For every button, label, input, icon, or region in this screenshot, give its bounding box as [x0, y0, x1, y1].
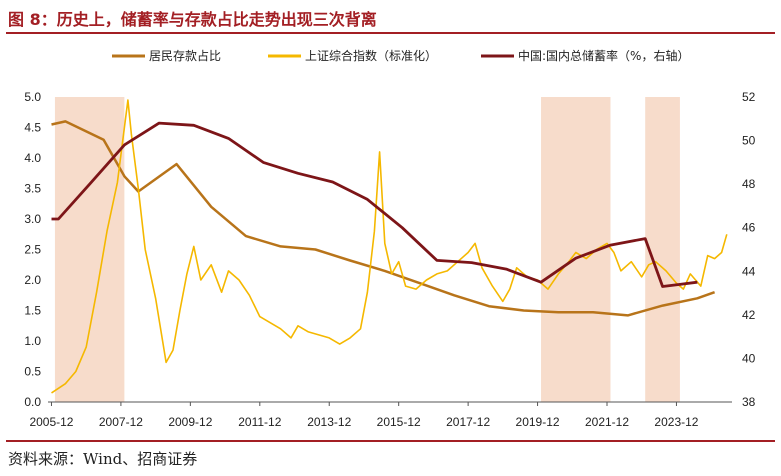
x-tick-label: 2007-12	[99, 415, 143, 429]
right-axis-ticks: 38 40 42 44 46 48 50 52	[742, 90, 756, 409]
x-tick-label: 2013-12	[307, 415, 351, 429]
left-tick-label: 1.0	[24, 334, 41, 348]
legend-label-saving: 中国:国内总储蓄率（%，右轴）	[518, 48, 689, 63]
left-tick-label: 4.5	[24, 121, 41, 135]
x-tick-label: 2019-12	[516, 415, 560, 429]
left-tick-label: 4.0	[24, 151, 41, 165]
right-tick-label: 38	[742, 395, 756, 409]
x-tick-label: 2011-12	[238, 415, 281, 429]
x-tick-label: 2009-12	[168, 415, 212, 429]
left-tick-label: 3.5	[24, 182, 41, 196]
left-tick-label: 0.0	[24, 395, 41, 409]
legend: 居民存款占比 上证综合指数（标准化） 中国:国内总储蓄率（%，右轴）	[112, 48, 689, 63]
x-tick-label: 2015-12	[377, 415, 421, 429]
legend-label-deposit: 居民存款占比	[149, 48, 221, 63]
shaded-period-0	[54, 97, 125, 402]
shaded-periods	[54, 97, 680, 402]
saving-rate-line	[51, 121, 698, 288]
right-tick-label: 46	[742, 221, 756, 235]
right-tick-label: 44	[742, 264, 756, 278]
left-tick-label: 3.0	[24, 212, 41, 226]
deposit-share-line	[51, 120, 716, 317]
series-lines	[51, 99, 728, 394]
right-tick-label: 48	[742, 177, 756, 191]
left-tick-label: 0.5	[24, 365, 41, 379]
right-tick-label: 40	[742, 351, 756, 365]
right-tick-label: 52	[742, 90, 756, 104]
shaded-period-2	[645, 97, 680, 402]
left-tick-label: 1.5	[24, 304, 41, 318]
title-rule	[6, 32, 775, 34]
x-tick-label: 2005-12	[29, 415, 73, 429]
source-rule	[6, 440, 775, 442]
left-axis-ticks: 0.0 0.5 1.0 1.5 2.0 2.5 3.0 3.5 4.0 4.5 5.0	[24, 90, 41, 409]
right-tick-label: 50	[742, 134, 756, 148]
left-tick-label: 5.0	[24, 90, 41, 104]
legend-label-index: 上证综合指数（标准化）	[305, 48, 437, 63]
x-tick-label: 2023-12	[654, 415, 698, 429]
chart-title: 图 8：历史上，储蓄率与存款占比走势出现三次背离	[8, 10, 377, 29]
x-axis-ticks: 2005-12 2007-12 2009-12 2011-12 2013-12 2015-…	[29, 402, 699, 429]
chart-canvas: 0.0 0.5 1.0 1.5 2.0 2.5 3.0 3.5 4.0 4.5 5.0 38 40 42…	[24, 48, 756, 429]
x-tick-label: 2021-12	[585, 415, 629, 429]
left-tick-label: 2.5	[24, 243, 41, 257]
right-tick-label: 42	[742, 308, 756, 322]
source-note: 资料来源：Wind、招商证券	[8, 450, 198, 468]
x-tick-label: 2017-12	[446, 415, 490, 429]
index-line	[51, 99, 728, 394]
left-tick-label: 2.0	[24, 273, 41, 287]
